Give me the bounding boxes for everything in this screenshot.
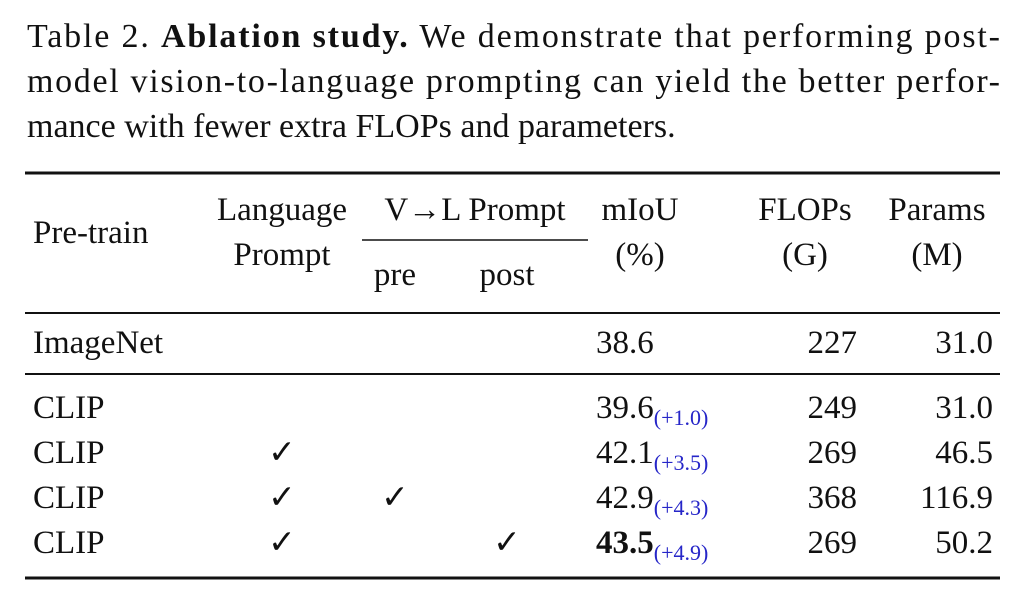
cell: 39.6(+1.0) [596,390,708,430]
delta: (+4.3) [654,495,709,520]
cell: 38.6 [596,325,654,361]
cell: CLIP [33,435,105,471]
cell: 42.9(+4.3) [596,480,708,520]
header-cell: (M) [911,237,962,273]
check: ✓ [268,525,296,561]
cell: CLIP [33,390,105,426]
miou: 43.5 [596,525,654,561]
miou: 42.1 [596,435,654,471]
header-cell: (G) [782,237,828,273]
check: ✓ [493,525,521,561]
table: Pre-train Language Prompt V→L Prompt pre post… [33,192,993,565]
caption-title: Ablation study. [161,18,408,55]
miou: 39.6 [596,390,654,426]
delta: (+4.9) [654,540,709,565]
delta: (+1.0) [654,405,709,430]
check: ✓ [268,435,296,471]
miou: 42.9 [596,480,654,516]
header-cell: V→L Prompt [384,192,565,228]
header-cell: Prompt [233,237,330,273]
miou: 38.6 [596,325,654,361]
cell: 50.2 [935,525,993,561]
check: ✓ [268,480,296,516]
cell: 42.1(+3.5) [596,435,708,475]
cell: 116.9 [920,480,993,516]
cell: CLIP [33,480,105,516]
header-cell: post [479,257,534,293]
caption-text: We demonstrate that performing post- [419,18,1000,55]
cell: 269 [808,435,858,471]
cell: CLIP [33,525,105,561]
header-cell: pre [374,257,416,293]
cell: 368 [808,480,858,516]
caption-label: Table 2. [27,18,149,55]
caption-line: mance with fewer extra FLOPs and paramet… [27,108,676,145]
cell: 46.5 [935,435,993,471]
delta: (+3.5) [654,450,709,475]
cell: 227 [808,325,858,361]
header-cell: (%) [615,237,664,273]
cell: 31.0 [935,325,993,361]
header-cell: Params [888,192,985,228]
caption-line: Table 2. Ablation study. We demonstrate … [27,18,1000,55]
cell: ImageNet [33,325,163,361]
header-cell: Pre-train [33,215,148,251]
header-cell: mIoU [602,192,679,228]
header-cell: FLOPs [758,192,852,228]
header-cell: Language [217,192,347,228]
cell: 249 [808,390,858,426]
check: ✓ [381,480,409,516]
cell: 43.5(+4.9) [596,525,708,565]
cell: 31.0 [935,390,993,426]
caption-line: model vision-to-language prompting can y… [27,63,1000,100]
cell: 269 [808,525,858,561]
